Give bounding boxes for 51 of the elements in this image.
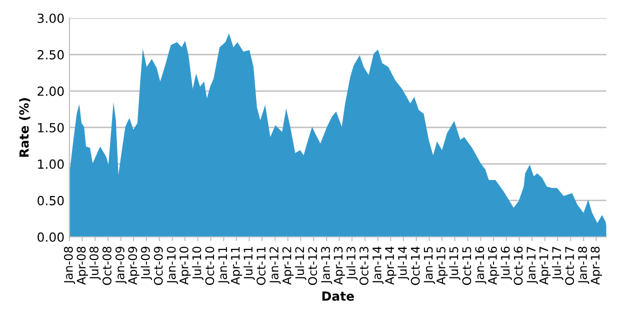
x-tick-label: Apr-14 [385,246,396,285]
x-tick-label: Jul-14 [398,246,410,280]
x-tick-label: Jan-10 [166,246,178,284]
x-tick-label: Apr-18 [590,246,602,285]
x-tick-label: Apr-17 [540,246,551,285]
x-tick-label: Jul-10 [192,246,204,280]
x-tick-label: Apr-16 [488,246,500,285]
x-tick-label: Oct-08 [102,246,112,285]
x-tick-label: Apr-09 [128,246,140,285]
x-tick-label: Apr-15 [436,246,448,285]
x-tick-label: Jul-09 [140,246,152,280]
x-tick-label: Jan-16 [475,246,486,284]
y-tick-label: 0.00 [38,232,64,242]
x-tick-label: Jan-17 [526,246,538,284]
x-tick-label: Oct-17 [565,246,574,285]
y-tick-label: 0.50 [38,196,64,206]
x-tick-label: Oct-11 [256,247,266,285]
y-tick-label: 1.50 [38,122,64,132]
x-tick-label: Apr-13 [334,246,345,285]
x-tick-label: Jul-13 [346,246,358,280]
x-tick-label: Jan-12 [270,247,281,284]
y-tick-label: 2.00 [38,86,64,96]
x-tick-label: Jul-15 [449,246,460,280]
x-tick-label: Jan-09 [115,246,127,284]
x-tick-label: Oct-15 [462,246,472,285]
y-axis-title: Rate (%) [19,98,30,157]
x-tick-label: Oct-09 [154,246,163,285]
y-tick-label: 1.00 [38,159,64,169]
x-tick-label: Apr-11 [231,247,242,285]
x-tick-label: Jan-18 [578,246,590,284]
y-tick-label: 2.50 [38,50,64,60]
x-axis-title: Date [322,292,354,301]
x-tick-label: Jul-11 [243,247,255,280]
x-tick-label: Jan-13 [321,246,332,284]
x-tick-label: Jul-16 [500,246,512,280]
x-tick-label: Apr-08 [76,246,88,285]
x-tick-label: Oct-16 [514,246,523,285]
x-tick-label: Jan-11 [218,247,230,284]
x-tick-label: Jan-15 [424,246,435,284]
x-tick-label: Oct-14 [410,246,420,285]
x-tick-label: Oct-12 [308,247,318,285]
y-tick-label: 3.00 [38,14,64,24]
x-tick-label: Jan-08 [64,246,76,284]
x-tick-label: Jul-17 [552,246,564,280]
x-tick-label: Jul-12 [294,247,306,280]
x-tick-label: Jan-14 [372,246,384,284]
x-tick-label: Oct-10 [205,246,214,285]
x-tick-label: Oct-13 [359,246,368,285]
x-tick-label: Apr-12 [282,247,294,285]
x-tick-label: Jul-08 [89,246,101,280]
x-tick-label: Apr-10 [179,246,191,285]
